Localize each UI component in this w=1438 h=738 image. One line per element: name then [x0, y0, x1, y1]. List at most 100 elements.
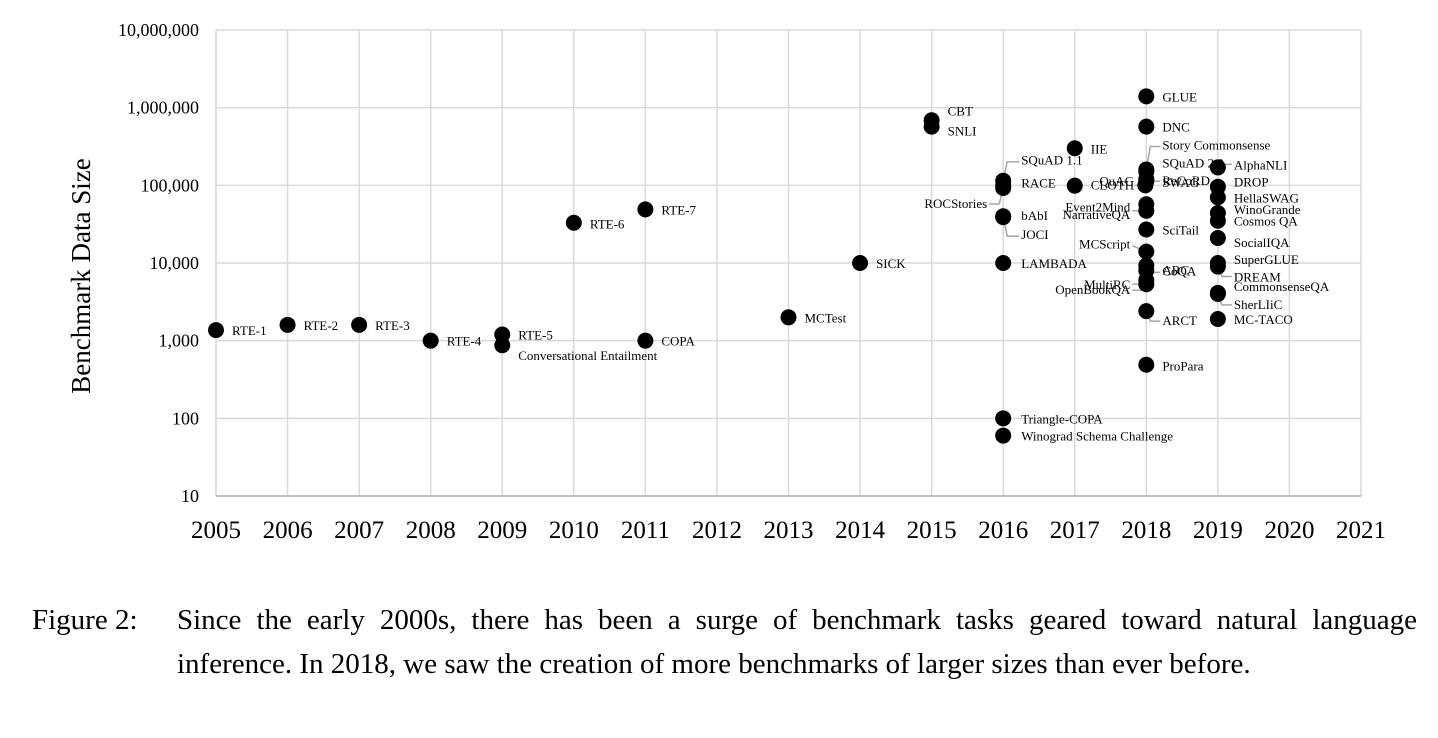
- label-babi: bAbI: [1021, 208, 1048, 223]
- point-alphanli: [1209, 159, 1226, 176]
- label-cbt: CBT: [948, 103, 973, 118]
- label-lambada: LAMBADA: [1021, 256, 1087, 271]
- label-squad-2-0: SQuAD 2.0: [1162, 156, 1223, 171]
- label-alphanli: AlphaNLI: [1234, 157, 1287, 172]
- label-arct: ARCT: [1162, 313, 1197, 328]
- label-conversational-entailment: Conversational Entailment: [518, 348, 657, 363]
- label-iie: IIE: [1091, 141, 1108, 156]
- x-tick-label: 2009: [477, 517, 527, 544]
- y-tick-label: 100,000: [141, 175, 200, 195]
- point-conversational-entailment: [494, 337, 511, 354]
- point-arct: [1138, 303, 1155, 320]
- label-rte-2: RTE-2: [304, 318, 339, 333]
- y-axis-title: Benchmark Data Size: [66, 158, 96, 393]
- label-mcscript: MCScript: [1079, 237, 1131, 252]
- x-tick-label: 2020: [1264, 517, 1314, 544]
- x-tick-label: 2021: [1336, 517, 1386, 544]
- point-rte-2: [279, 316, 296, 333]
- y-tick-label: 10,000: [150, 253, 200, 273]
- label-winogrande: WinoGrande: [1234, 202, 1301, 217]
- data-points: [208, 88, 1226, 444]
- point-rte-7: [637, 201, 654, 218]
- label-hellaswag: HellaSWAG: [1234, 190, 1299, 205]
- label-rte-4: RTE-4: [447, 334, 482, 349]
- point-swag: [1138, 171, 1155, 188]
- point-sherliic: [1209, 285, 1226, 302]
- point-arc: [1138, 257, 1155, 274]
- label-race: RACE: [1021, 175, 1056, 190]
- point-mctest: [780, 309, 797, 326]
- label-scitail: SciTail: [1162, 222, 1199, 237]
- label-sherliic: SherLIiC: [1234, 297, 1282, 312]
- x-tick-label: 2015: [907, 517, 957, 544]
- label-winograd-schema-challenge: Winograd Schema Challenge: [1021, 429, 1173, 444]
- point-labels: RTE-1 RTE-2 RTE-3 RTE-4 RTE-5 Conversational …: [232, 89, 1330, 443]
- label-mc-taco: MC-TACO: [1234, 312, 1293, 327]
- point-propara: [1138, 356, 1155, 373]
- point-dnc: [1138, 118, 1155, 135]
- x-tick-label: 2018: [1121, 517, 1171, 544]
- x-tick-label: 2008: [406, 517, 456, 544]
- point-glue: [1138, 88, 1155, 105]
- point-mc-taco: [1209, 311, 1226, 328]
- point-winograd-schema-challenge: [995, 427, 1012, 444]
- label-mctest: MCTest: [805, 310, 847, 325]
- point-triangle-copa: [995, 410, 1012, 427]
- label-dnc: DNC: [1162, 120, 1189, 135]
- x-tick-label: 2007: [334, 517, 384, 544]
- x-tick-label: 2012: [692, 517, 742, 544]
- x-tick-label: 2006: [263, 517, 313, 544]
- point-lambada: [995, 255, 1012, 271]
- label-triangle-copa: Triangle-COPA: [1021, 411, 1103, 426]
- point-cloth: [1066, 177, 1083, 194]
- figure-caption: Figure 2: Since the early 2000s, there h…: [32, 598, 1417, 686]
- point-scitail: [1138, 221, 1155, 238]
- scatter-chart: 10 100 1,000 10,000 100,000 1,000,000 10,000,0…: [66, 20, 1386, 544]
- label-commonsenseqa: CommonsenseQA: [1234, 279, 1330, 294]
- label-superglue: SuperGLUE: [1234, 252, 1299, 267]
- point-rte-3: [351, 316, 368, 333]
- label-rte-3: RTE-3: [375, 318, 410, 333]
- label-socialiqa: SocialIQA: [1234, 235, 1290, 250]
- label-rte-7: RTE-7: [661, 202, 696, 217]
- label-cosmos-qa: Cosmos QA: [1234, 214, 1299, 229]
- label-quac: QuAC: [1099, 173, 1133, 188]
- x-tick-label: 2014: [835, 517, 886, 544]
- gridlines: [215, 29, 1362, 497]
- y-tick-label: 1,000,000: [127, 98, 199, 118]
- x-tick-label: 2017: [1050, 517, 1100, 544]
- point-cosmos-qa: [1209, 212, 1226, 229]
- figure-number: Figure 2:: [32, 604, 138, 636]
- caption-text: Since the early 2000s, there has been a …: [177, 604, 1417, 680]
- label-rte-5: RTE-5: [518, 328, 553, 343]
- label-rocstories: ROCStories: [924, 196, 987, 211]
- point-rte-1: [208, 322, 224, 339]
- label-glue: GLUE: [1162, 89, 1197, 104]
- label-arc: ARC: [1162, 262, 1189, 277]
- point-rte-4: [422, 332, 439, 349]
- label-drop: DROP: [1234, 175, 1269, 190]
- y-tick-label: 10,000,000: [118, 20, 199, 40]
- label-openbookqa: OpenBookQA: [1055, 282, 1131, 297]
- label-record: ReCoRD: [1162, 173, 1210, 188]
- label-swag: SWAG: [1162, 175, 1199, 190]
- point-joci: [995, 209, 1012, 226]
- y-tick-label: 1,000: [159, 331, 200, 351]
- point-narrativeqa: [1138, 202, 1155, 219]
- y-tick-label: 100: [172, 408, 199, 428]
- point-rte-6: [565, 214, 582, 231]
- x-tick-label: 2019: [1193, 517, 1243, 544]
- point-iie: [1066, 140, 1083, 157]
- x-tick-label: 2010: [549, 517, 599, 544]
- point-dream: [1209, 258, 1226, 275]
- point-mcscript: [1138, 243, 1155, 260]
- x-tick-label: 2016: [978, 517, 1028, 544]
- point-socialiqa: [1209, 229, 1226, 246]
- point-hellaswag: [1209, 189, 1226, 206]
- label-snli: SNLI: [948, 124, 977, 139]
- y-tick-labels: 10 100 1,000 10,000 100,000 1,000,000 10,000,0…: [118, 20, 199, 506]
- y-tick-label: 10: [181, 486, 199, 506]
- label-event2mind: Event2Mind: [1065, 199, 1130, 214]
- x-tick-label: 2005: [191, 517, 241, 544]
- point-copa: [637, 332, 654, 349]
